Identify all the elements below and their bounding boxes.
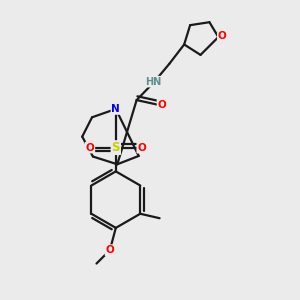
Text: O: O bbox=[85, 142, 94, 153]
Text: O: O bbox=[158, 100, 166, 110]
Text: N: N bbox=[111, 104, 120, 114]
Text: O: O bbox=[137, 142, 146, 153]
Text: O: O bbox=[106, 245, 114, 255]
Text: S: S bbox=[112, 141, 120, 154]
Text: O: O bbox=[218, 31, 226, 40]
Text: HN: HN bbox=[145, 76, 161, 87]
